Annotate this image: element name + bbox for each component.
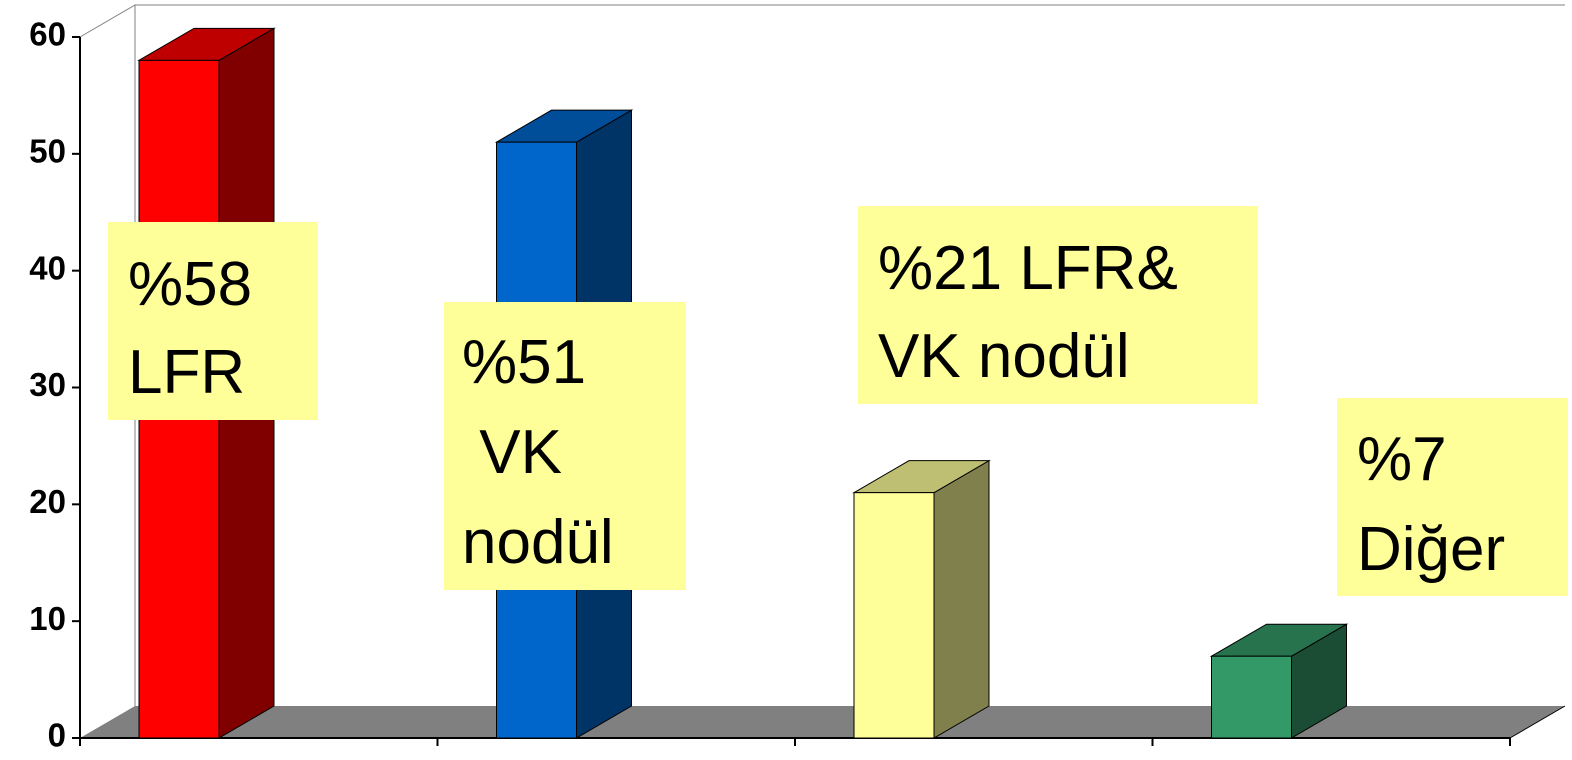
floor <box>80 706 1565 738</box>
annotation: %51 <box>462 328 586 397</box>
y-tick-label: 40 <box>29 249 66 286</box>
back-wall <box>134 4 1565 706</box>
y-tick-label: 10 <box>29 600 66 637</box>
y-tick-label: 50 <box>29 133 66 170</box>
bar-side <box>933 459 990 739</box>
annotation: nodül <box>462 508 614 577</box>
y-tick-label: 0 <box>48 717 66 754</box>
annotation: Diğer <box>1357 515 1505 584</box>
annotation: VK <box>462 418 562 487</box>
annotation: LFR <box>128 338 245 407</box>
bar <box>853 492 935 739</box>
annotation: %7 <box>1357 425 1447 494</box>
floor-edge <box>1509 705 1566 739</box>
y-tick-label: 30 <box>29 366 66 403</box>
annotation: %58 <box>128 250 252 319</box>
y-tick-label: 60 <box>29 16 66 53</box>
annotation-box <box>444 302 686 590</box>
annotation: %21 LFR& <box>878 234 1178 303</box>
wall-edge <box>79 4 136 38</box>
annotation-box <box>858 206 1258 404</box>
annotation: VK nodül <box>878 322 1130 391</box>
annotation-box <box>1337 398 1568 596</box>
annotation-box <box>108 222 318 420</box>
y-tick-label: 20 <box>29 483 66 520</box>
bar <box>1211 655 1292 739</box>
